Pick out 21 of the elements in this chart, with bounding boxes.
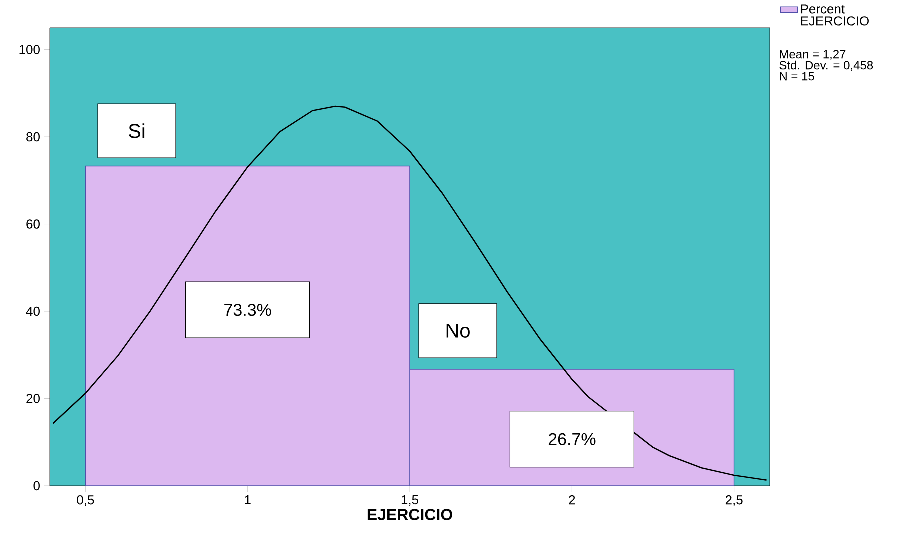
- text: N = 15: [780, 72, 814, 81]
- y-tick-label: 40: [26, 306, 40, 316]
- x-tick-label: 2: [569, 496, 576, 505]
- x-tick-label: 0,5: [77, 496, 94, 506]
- x-tick-label: 2,5: [726, 496, 743, 506]
- x-tick-label: 1,5: [402, 496, 418, 506]
- data-label: 26.7%: [548, 433, 596, 446]
- line-series: [52, 106, 768, 481]
- annotation: Si: [129, 124, 145, 138]
- y-tick-label: 100: [20, 45, 40, 54]
- annotation: No: [446, 324, 470, 338]
- y-tick-label: 20: [26, 394, 40, 404]
- x-axis-title: EJERCICIO: [368, 509, 452, 520]
- x-tick-label: 1: [245, 496, 251, 504]
- legend-label: Percent EJERCICIO: [801, 4, 869, 26]
- text: Mean = 1,27: [780, 50, 846, 60]
- y-tick-label: 60: [26, 220, 40, 229]
- y-tick-label: 80: [26, 132, 40, 142]
- data-label: 73.3%: [224, 304, 272, 316]
- text: Std. Dev. = 0,458: [780, 60, 874, 72]
- y-tick-label: 0: [34, 481, 40, 491]
